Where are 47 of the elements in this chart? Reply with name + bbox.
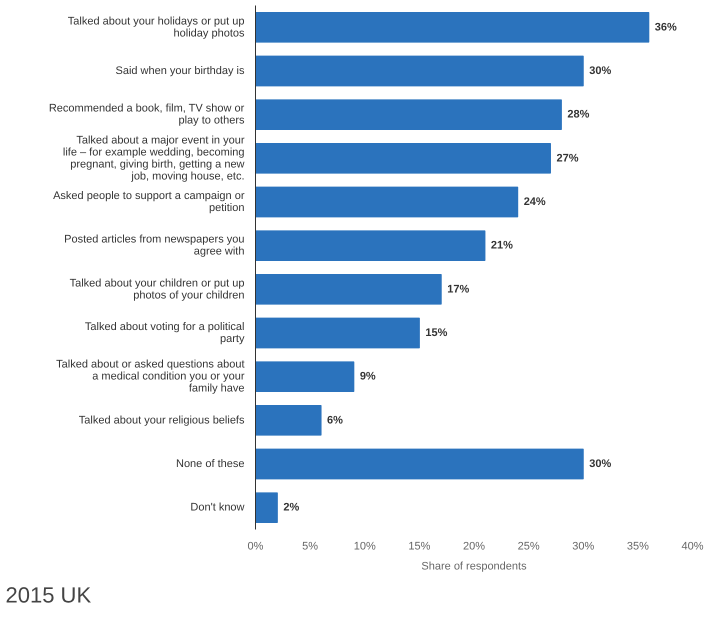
- x-tick-label: 10%: [354, 540, 376, 552]
- bar: [256, 12, 650, 43]
- data-label: 30%: [589, 458, 612, 470]
- data-label: 17%: [447, 283, 470, 296]
- y-tick-label: Asked people to support a campaign or petition: [53, 190, 245, 214]
- x-tick-label: 30%: [572, 540, 594, 552]
- bar: [256, 318, 420, 348]
- bar: [256, 404, 322, 436]
- y-tick-label: Talked about your religious beliefs: [78, 414, 245, 426]
- data-label: 30%: [589, 65, 612, 77]
- y-tick-label: None of these: [176, 458, 245, 470]
- bar: [256, 186, 518, 218]
- bar: [256, 56, 584, 86]
- text: 2015 UK: [6, 582, 92, 608]
- y-tick-label: Talked about your children or put up photos of your children: [70, 277, 245, 302]
- y-tick-label: Recommended a book, film, TV show or play to others: [48, 102, 245, 127]
- y-tick-label: Talked about your holidays or put up holiday photos: [68, 15, 245, 40]
- y-tick-label: Talked about voting for a political party: [84, 321, 245, 345]
- data-label: 9%: [360, 370, 376, 383]
- data-label: 21%: [490, 240, 514, 252]
- bar: [256, 492, 278, 524]
- data-label: 27%: [556, 152, 579, 164]
- data-label: 6%: [327, 414, 344, 426]
- x-tick-label: 5%: [302, 540, 318, 552]
- y-tick-label: Posted articles from newspapers you agree with: [64, 234, 245, 258]
- x-tick-label: 20%: [462, 540, 486, 552]
- y-tick-label: Don't know: [190, 502, 245, 514]
- data-label: 24%: [524, 196, 546, 208]
- x-tick-label: 25%: [518, 540, 540, 552]
- x-tick-label: 15%: [408, 540, 431, 552]
- data-label: 36%: [654, 21, 678, 34]
- y-tick-label: Talked about a major event in your life – for example wedding, becoming pregnant, giving birth, getting a new job, moving house, etc.: [62, 134, 245, 182]
- y-tick-label: Talked about or asked questions about a medical condition you or your family have: [56, 358, 245, 395]
- y-tick-label: Said when your birthday is: [115, 65, 245, 77]
- bar: [256, 361, 354, 392]
- bar: [256, 142, 551, 174]
- x-tick-label: 35%: [626, 540, 650, 552]
- bar: [256, 448, 584, 480]
- bar: [256, 230, 486, 262]
- bar: [256, 274, 442, 305]
- data-label: 15%: [425, 327, 448, 339]
- x-axis-title: Share of respondents: [421, 560, 528, 572]
- data-label: 2%: [283, 502, 300, 514]
- bar: [256, 99, 562, 130]
- x-tick-label: 40%: [681, 540, 704, 552]
- x-tick-label: 0%: [248, 540, 264, 552]
- data-label: 28%: [567, 108, 590, 121]
